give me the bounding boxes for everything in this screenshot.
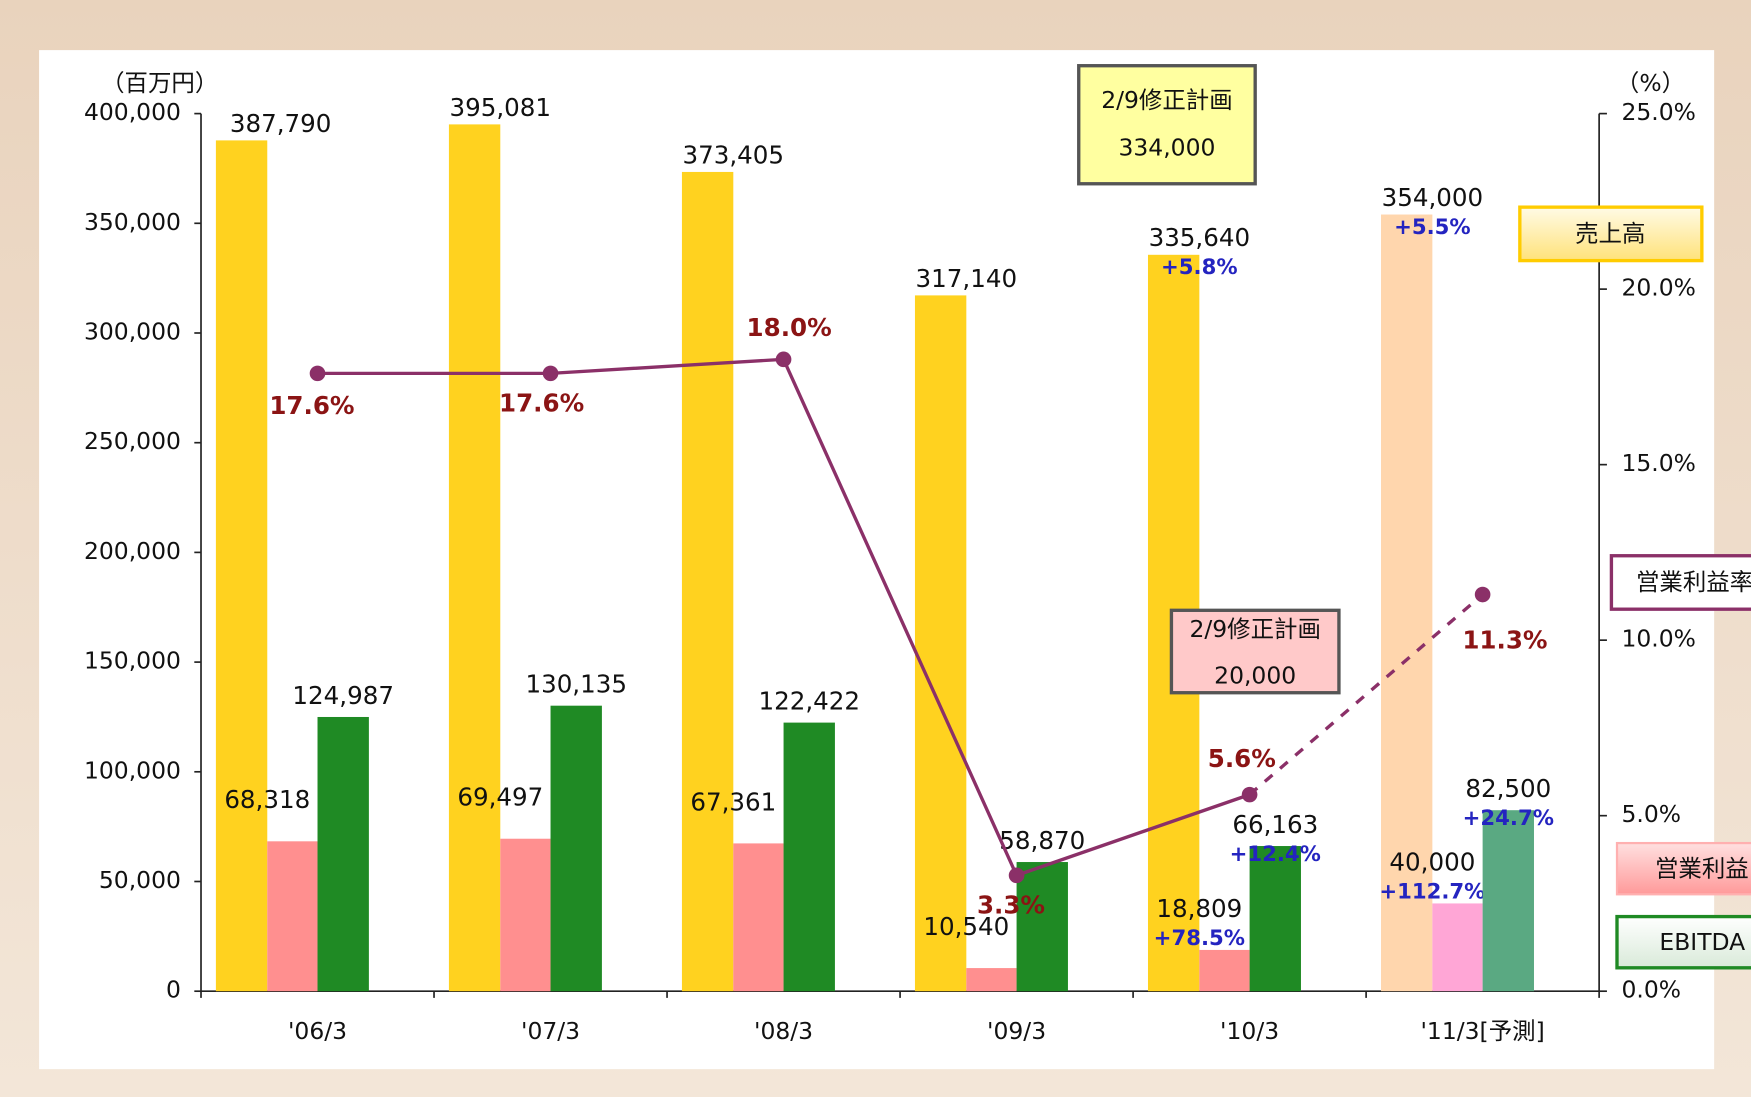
growth-label: +78.5% [1154, 925, 1245, 950]
bar [1249, 846, 1301, 992]
line-point [542, 365, 559, 382]
y-tick-label: 0 [166, 976, 181, 1004]
bar [550, 705, 602, 992]
y2-tick-label: 10.0% [1621, 625, 1695, 653]
line-label: 17.6% [269, 391, 354, 420]
y2-tick-label: 25.0% [1621, 98, 1695, 126]
bar [215, 140, 268, 992]
bar [1199, 949, 1250, 992]
value-label: 122,422 [758, 687, 860, 716]
line-label: 3.3% [977, 891, 1045, 920]
line-point [1241, 786, 1258, 803]
legend-box [1615, 841, 1751, 896]
y2-tick-label: 15.0% [1621, 449, 1695, 477]
growth-label: +12.4% [1230, 841, 1321, 866]
bar [914, 295, 967, 992]
y-tick-label: 150,000 [84, 647, 181, 675]
annotation-box: 2/9修正計画 334,000 [1077, 64, 1257, 186]
bar [448, 124, 501, 992]
legend-box [1518, 205, 1704, 263]
y-tick-label: 200,000 [84, 537, 181, 565]
bar [783, 722, 835, 992]
bar [1016, 862, 1068, 992]
value-label: 82,500 [1465, 774, 1551, 803]
value-label: 130,135 [525, 670, 627, 699]
x-tick-label: '06/3 [288, 1017, 347, 1045]
annotation-value: 334,000 [1118, 134, 1215, 162]
bar [1482, 810, 1534, 992]
value-label: 40,000 [1389, 847, 1475, 876]
y-tick-label: 300,000 [84, 318, 181, 346]
line-point [775, 351, 792, 368]
annotation-box: 2/9修正計画 20,000 [1169, 608, 1341, 695]
y-axis-label: （百万円） [101, 69, 218, 97]
value-label: 10,540 [923, 912, 1009, 941]
bar [317, 716, 369, 992]
y2-tick-label: 5.0% [1621, 800, 1681, 828]
annotation-text: 2/9修正計画 [1101, 86, 1232, 114]
y-tick-label: 50,000 [99, 866, 181, 894]
line-label: 17.6% [499, 389, 584, 418]
bar [267, 841, 318, 992]
annotation-value: 20,000 [1214, 662, 1296, 690]
growth-label: +24.7% [1463, 805, 1554, 830]
growth-label: +112.7% [1379, 878, 1485, 903]
value-label: 387,790 [230, 109, 332, 138]
bar [966, 968, 1017, 992]
value-label: 354,000 [1382, 183, 1484, 212]
line-label: 5.6% [1208, 744, 1276, 773]
legend-box [1609, 554, 1751, 611]
annotation-frame [1077, 64, 1257, 186]
growth-label: +5.8% [1161, 254, 1238, 279]
legend-label: 営業利益 [1655, 854, 1749, 882]
line-label: 18.0% [747, 313, 832, 342]
value-label: 373,405 [683, 140, 785, 169]
legend-label: 営業利益率 [1636, 568, 1751, 596]
legend-box [1615, 914, 1751, 970]
value-label: 317,140 [916, 264, 1018, 293]
y2-tick-label: 20.0% [1621, 274, 1695, 302]
x-tick-label: '09/3 [987, 1017, 1046, 1045]
bar [1432, 903, 1483, 992]
line-point [1474, 586, 1491, 603]
bar [1380, 214, 1433, 992]
y-tick-label: 350,000 [84, 208, 181, 236]
growth-label: +5.5% [1394, 214, 1471, 239]
value-label: 69,497 [457, 783, 543, 812]
x-tick-label: '10/3 [1220, 1017, 1279, 1045]
line-point [1008, 867, 1025, 884]
legend-label: 売上高 [1575, 220, 1645, 248]
value-label: 124,987 [292, 681, 394, 710]
bar [500, 838, 551, 992]
y2-axis-label: （%） [1616, 69, 1685, 97]
legend: 売上高 営業利益率 営業利益 EBITDA [1518, 205, 1751, 970]
y2-tick-label: 0.0% [1621, 976, 1681, 1004]
legend-label: EBITDA [1659, 928, 1745, 956]
value-label: 66,163 [1232, 810, 1318, 839]
x-tick-label: '11/3[予測] [1420, 1017, 1544, 1045]
bar [681, 171, 734, 992]
value-label: 67,361 [690, 787, 776, 816]
y-tick-label: 250,000 [84, 427, 181, 455]
x-tick-label: '08/3 [754, 1017, 813, 1045]
value-label: 68,318 [224, 785, 310, 814]
x-tick-label: '07/3 [521, 1017, 580, 1045]
line-point [309, 365, 326, 382]
y-tick-label: 100,000 [84, 756, 181, 784]
value-label: 58,870 [999, 826, 1085, 855]
line-label: 11.3% [1462, 625, 1547, 654]
annotation-frame [1169, 608, 1341, 695]
value-label: 395,081 [450, 93, 552, 122]
value-label: 335,640 [1149, 223, 1251, 252]
y-tick-label: 400,000 [84, 98, 181, 126]
bar [733, 843, 784, 992]
annotation-text: 2/9修正計画 [1189, 615, 1320, 643]
value-label: 18,809 [1156, 894, 1242, 923]
